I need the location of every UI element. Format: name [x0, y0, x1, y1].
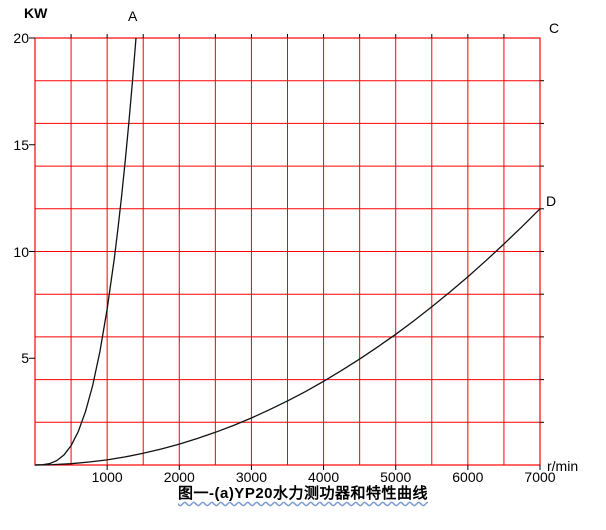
- x-tick-label: 3000: [235, 469, 267, 485]
- x-axis-unit-label: r/min: [547, 458, 579, 474]
- figure-caption: 图一-(a)YP20水力测功器和特性曲线: [177, 485, 429, 502]
- x-tick-label: 5000: [380, 469, 412, 485]
- x-tick-label: 4000: [307, 469, 340, 485]
- y-tick-label: 5: [21, 350, 29, 367]
- curve-A: [34, 37, 137, 466]
- x-tick-label: 7000: [524, 469, 556, 485]
- curve-D: [34, 208, 541, 466]
- y-tick-label: 15: [13, 136, 29, 153]
- y-tick-label: 10: [13, 243, 29, 260]
- x-tick-label: 6000: [452, 469, 484, 485]
- curve-a-label: A: [128, 8, 138, 24]
- corner-c-label: C: [549, 20, 560, 36]
- x-tick-label: 2000: [163, 469, 195, 485]
- y-tick-label: 20: [13, 30, 29, 46]
- x-tick-label: 1000: [91, 469, 123, 485]
- y-axis-unit-label: KW: [24, 5, 48, 21]
- curve-d-label: D: [546, 193, 557, 209]
